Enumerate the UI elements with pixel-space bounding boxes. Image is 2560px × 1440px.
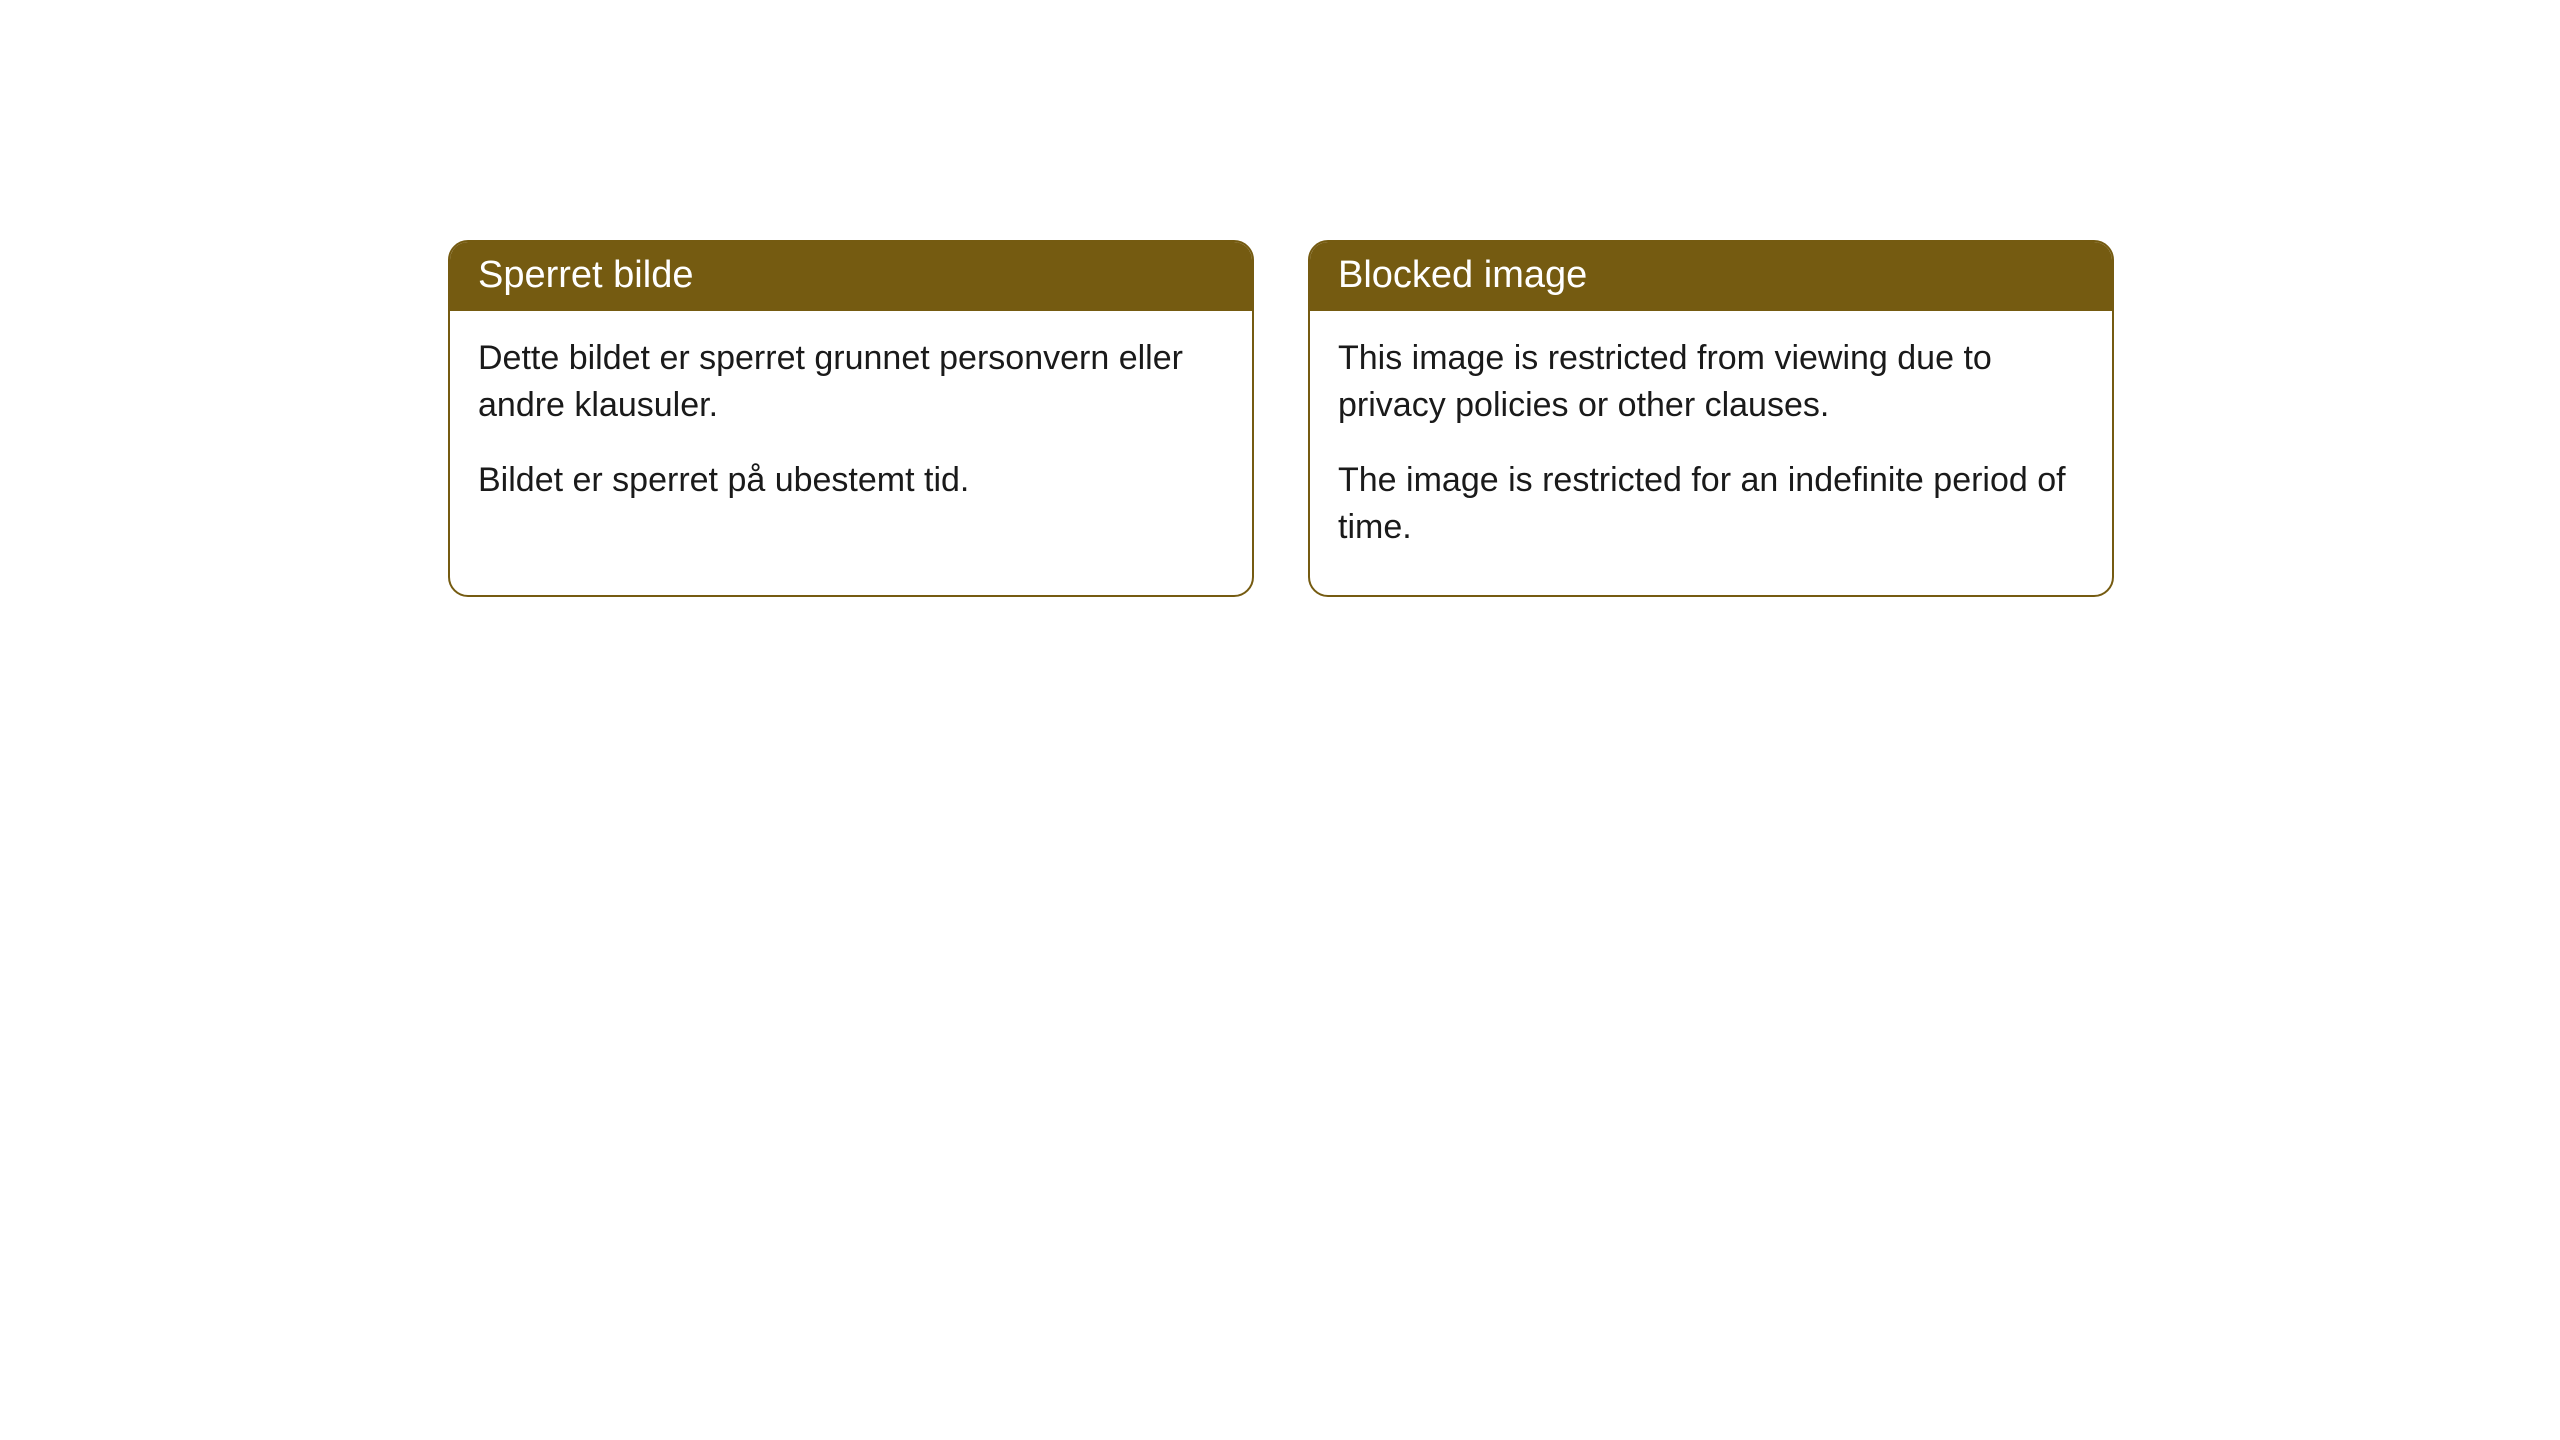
card-paragraph: This image is restricted from viewing du… xyxy=(1338,335,2084,429)
notice-card-english: Blocked image This image is restricted f… xyxy=(1308,240,2114,597)
card-title: Blocked image xyxy=(1338,254,1587,296)
card-paragraph: Bildet er sperret på ubestemt tid. xyxy=(478,457,1224,504)
notice-cards-container: Sperret bilde Dette bildet er sperret gr… xyxy=(0,0,2560,597)
card-paragraph: The image is restricted for an indefinit… xyxy=(1338,457,2084,551)
card-body: Dette bildet er sperret grunnet personve… xyxy=(450,311,1252,548)
card-body: This image is restricted from viewing du… xyxy=(1310,311,2112,595)
card-title: Sperret bilde xyxy=(478,254,693,296)
notice-card-norwegian: Sperret bilde Dette bildet er sperret gr… xyxy=(448,240,1254,597)
card-header: Blocked image xyxy=(1310,242,2112,311)
card-header: Sperret bilde xyxy=(450,242,1252,311)
card-paragraph: Dette bildet er sperret grunnet personve… xyxy=(478,335,1224,429)
